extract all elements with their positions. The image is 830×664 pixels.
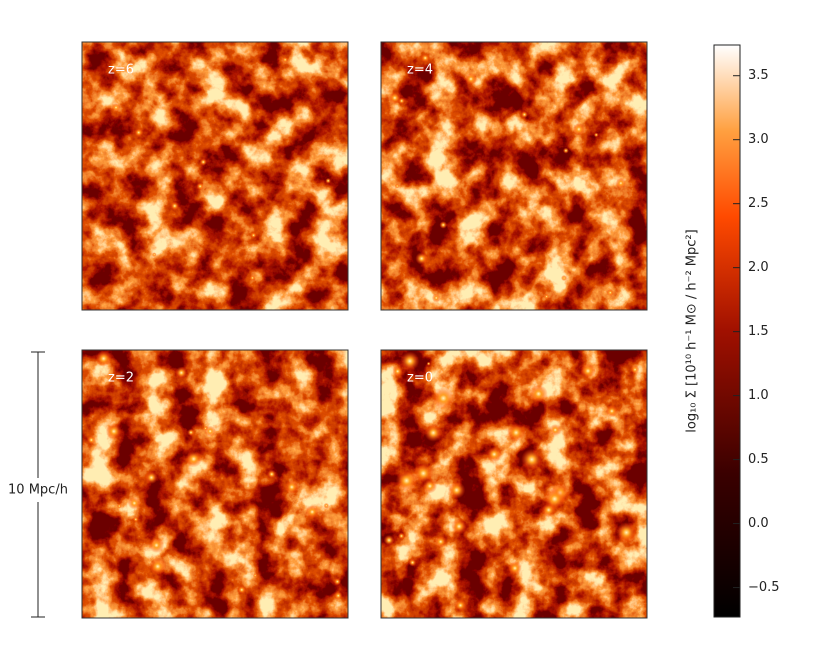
colorbar-label: log₁₀ Σ [10¹⁰ h⁻¹ M⊙ / h⁻² Mpc²] <box>685 229 700 432</box>
halo <box>630 365 640 374</box>
halo <box>252 573 258 578</box>
halo <box>284 480 299 494</box>
halo <box>249 275 256 281</box>
halo <box>134 128 144 137</box>
halo <box>325 177 332 184</box>
halo <box>520 110 529 119</box>
halo <box>170 201 180 211</box>
scale-label: 10 Mpc/h <box>8 483 68 498</box>
halo <box>434 535 447 548</box>
panel-frame <box>380 41 648 311</box>
halo <box>144 471 158 485</box>
halo <box>132 516 139 523</box>
halo <box>451 518 467 535</box>
halo <box>388 91 401 105</box>
halo <box>464 72 478 86</box>
halo <box>420 53 430 63</box>
halo <box>111 103 121 112</box>
colorbar-tick-label: 1.5 <box>748 324 769 339</box>
halo <box>615 522 637 543</box>
halo <box>529 384 548 404</box>
halo <box>398 532 405 540</box>
colorbar-tick-label: 2.5 <box>748 196 769 211</box>
halo <box>95 350 112 367</box>
halo <box>454 599 467 612</box>
halo <box>333 577 342 586</box>
panel-frame <box>81 41 349 311</box>
halo <box>127 496 141 510</box>
halo <box>408 558 417 567</box>
halo <box>431 293 441 303</box>
panel-frame <box>380 349 648 619</box>
colorbar-tick-label: 3.0 <box>748 132 769 147</box>
colorbar-tick-label: 0.0 <box>748 516 769 531</box>
halo <box>605 405 618 418</box>
panel-frame <box>81 349 349 619</box>
halo <box>541 502 556 518</box>
panel <box>82 42 348 310</box>
halo <box>305 505 320 519</box>
halo <box>185 450 203 468</box>
halo <box>148 537 165 553</box>
panel-label: z=2 <box>108 371 134 386</box>
halo <box>562 147 569 154</box>
halo <box>606 289 614 297</box>
halo <box>486 446 502 462</box>
colorbar-tick-label: 1.0 <box>748 388 769 403</box>
halo <box>413 463 434 484</box>
halo <box>415 252 428 265</box>
halo <box>426 361 431 366</box>
halo <box>549 424 562 436</box>
colorbar-tick-label: 2.0 <box>748 260 769 275</box>
panel <box>82 350 348 618</box>
halo <box>439 221 448 229</box>
halo <box>543 293 550 300</box>
halo <box>105 423 122 440</box>
halo <box>267 469 277 479</box>
halo <box>447 481 466 499</box>
halo <box>561 274 568 282</box>
halo <box>333 591 343 600</box>
halo <box>86 435 96 445</box>
halo <box>151 252 157 258</box>
halo <box>323 502 330 509</box>
colorbar <box>713 44 741 618</box>
colorbar-tick-label: 3.5 <box>748 68 769 83</box>
halo <box>395 469 418 492</box>
colorbar-tick-label: −0.5 <box>748 580 780 595</box>
halo <box>237 585 247 595</box>
panel-label: z=6 <box>108 63 134 78</box>
halo <box>508 561 522 576</box>
panel <box>381 42 647 310</box>
halo <box>282 56 289 63</box>
halo <box>572 123 586 136</box>
halo <box>199 158 208 166</box>
halo <box>521 448 543 471</box>
halo <box>196 182 204 191</box>
halo <box>383 534 395 546</box>
halo <box>392 365 403 377</box>
halo <box>149 557 167 575</box>
halo <box>116 503 122 509</box>
halo <box>507 423 526 442</box>
halo <box>204 425 216 437</box>
halo <box>394 183 400 189</box>
halo <box>175 366 188 379</box>
halo <box>580 363 596 379</box>
halo <box>432 387 455 410</box>
panel-label: z=4 <box>407 63 433 78</box>
halo <box>422 478 438 494</box>
panel <box>381 350 647 618</box>
halo <box>593 132 599 138</box>
panel-label: z=0 <box>407 371 433 386</box>
halo <box>424 423 443 442</box>
halo <box>187 428 195 437</box>
halo <box>250 232 257 239</box>
halo <box>400 351 420 371</box>
colorbar-tick-label: 0.5 <box>748 452 769 467</box>
halo <box>615 177 627 189</box>
